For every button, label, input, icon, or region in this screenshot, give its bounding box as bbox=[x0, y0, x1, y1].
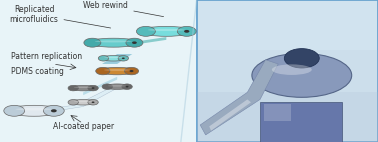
Text: Replicated
microfluidics: Replicated microfluidics bbox=[9, 5, 111, 28]
Ellipse shape bbox=[95, 40, 132, 42]
Polygon shape bbox=[53, 88, 117, 111]
Ellipse shape bbox=[284, 49, 319, 68]
Ellipse shape bbox=[96, 67, 110, 75]
Ellipse shape bbox=[184, 30, 189, 33]
Ellipse shape bbox=[148, 29, 185, 31]
Bar bbox=[260, 102, 342, 142]
Ellipse shape bbox=[126, 38, 143, 47]
Ellipse shape bbox=[74, 101, 92, 102]
Ellipse shape bbox=[87, 38, 140, 47]
Ellipse shape bbox=[70, 100, 96, 105]
Ellipse shape bbox=[51, 109, 57, 112]
Ellipse shape bbox=[130, 70, 133, 72]
Ellipse shape bbox=[68, 85, 79, 91]
Ellipse shape bbox=[118, 56, 129, 61]
Text: PDMS coating: PDMS coating bbox=[11, 67, 64, 76]
Ellipse shape bbox=[177, 26, 196, 36]
Polygon shape bbox=[200, 60, 278, 135]
Ellipse shape bbox=[88, 85, 98, 91]
Ellipse shape bbox=[84, 38, 101, 47]
Text: Al-coated paper: Al-coated paper bbox=[53, 122, 114, 131]
Polygon shape bbox=[83, 77, 117, 95]
Ellipse shape bbox=[8, 105, 60, 116]
Ellipse shape bbox=[104, 69, 130, 71]
Ellipse shape bbox=[136, 26, 155, 36]
Ellipse shape bbox=[74, 87, 92, 88]
Ellipse shape bbox=[125, 86, 129, 87]
Text: Web rewind: Web rewind bbox=[84, 1, 164, 17]
Ellipse shape bbox=[100, 56, 127, 61]
Ellipse shape bbox=[122, 58, 125, 59]
Ellipse shape bbox=[124, 67, 139, 75]
Bar bbox=[0, 0, 197, 142]
Bar bbox=[197, 0, 378, 142]
Ellipse shape bbox=[43, 105, 64, 116]
Ellipse shape bbox=[272, 64, 312, 75]
Ellipse shape bbox=[88, 100, 98, 105]
Ellipse shape bbox=[102, 84, 113, 89]
Ellipse shape bbox=[15, 108, 53, 110]
Bar bbox=[264, 104, 291, 121]
Text: Pattern replication: Pattern replication bbox=[11, 52, 82, 61]
Ellipse shape bbox=[70, 85, 96, 91]
Ellipse shape bbox=[252, 53, 352, 97]
Polygon shape bbox=[102, 54, 132, 64]
Bar bbox=[197, 50, 378, 92]
Ellipse shape bbox=[104, 84, 130, 89]
Ellipse shape bbox=[122, 84, 132, 89]
Ellipse shape bbox=[98, 56, 109, 61]
Polygon shape bbox=[129, 37, 166, 46]
Ellipse shape bbox=[140, 26, 193, 36]
Ellipse shape bbox=[104, 57, 122, 58]
Ellipse shape bbox=[4, 105, 25, 116]
Ellipse shape bbox=[132, 41, 137, 44]
Ellipse shape bbox=[91, 102, 94, 103]
Ellipse shape bbox=[91, 87, 94, 89]
Ellipse shape bbox=[108, 85, 126, 86]
Polygon shape bbox=[209, 99, 251, 131]
Bar bbox=[197, 92, 378, 142]
Ellipse shape bbox=[98, 67, 136, 75]
Bar bbox=[197, 0, 378, 50]
Ellipse shape bbox=[68, 100, 79, 105]
